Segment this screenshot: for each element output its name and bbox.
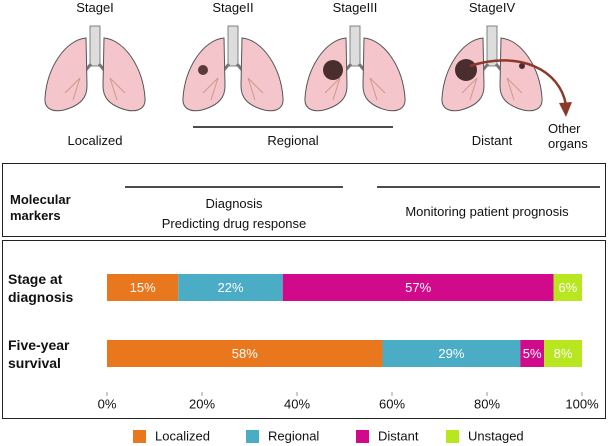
stage-label: Regional <box>267 133 319 148</box>
markers-box <box>2 163 606 237</box>
bar-segment <box>107 274 179 301</box>
x-tick-label: 40% <box>284 396 310 411</box>
x-tick-label: 80% <box>474 396 500 411</box>
value-label: 22% <box>217 280 243 295</box>
y-tick-label: Five-year survival <box>8 337 70 371</box>
legend-swatch <box>246 430 259 443</box>
bar-segment <box>107 340 383 367</box>
value-label: 6% <box>558 280 577 295</box>
legend-label: Distant <box>378 428 419 443</box>
tumor <box>198 65 208 75</box>
stage-name: StageII <box>212 0 254 15</box>
lung-illustration <box>303 24 407 113</box>
lung-illustration <box>43 24 147 113</box>
stage-name: StageIII <box>332 0 378 15</box>
x-tick-label: 100% <box>565 396 599 411</box>
tumor <box>455 59 477 81</box>
x-tick-label: 0% <box>98 396 117 411</box>
legend-label: Regional <box>268 428 319 443</box>
value-label: 5% <box>523 346 542 361</box>
bar-segment <box>382 340 521 367</box>
tumor <box>323 60 343 80</box>
metastasis-label: Other organs <box>548 121 588 151</box>
stage-name: StageI <box>76 0 114 15</box>
bar-segment <box>178 274 283 301</box>
value-label: 29% <box>438 346 464 361</box>
value-label: 58% <box>232 346 258 361</box>
markers-late: Monitoring patient prognosis <box>405 204 569 219</box>
metastasis-arrow <box>469 59 568 106</box>
x-tick-label: 60% <box>379 396 405 411</box>
chart-box <box>2 240 606 419</box>
legend-swatch <box>133 430 146 443</box>
bar-segment <box>520 340 544 367</box>
markers-title: Molecular markers <box>10 192 71 223</box>
bar-segment <box>282 274 554 301</box>
legend-swatch <box>446 430 459 443</box>
markers-early: Diagnosis Predicting drug response <box>161 196 307 231</box>
lung-illustration <box>181 24 285 113</box>
legend-label: Unstaged <box>468 428 524 443</box>
arrow-head <box>559 102 572 117</box>
legend-label: Localized <box>155 428 210 443</box>
bar-segment <box>544 340 582 367</box>
stage-label: Distant <box>471 133 513 148</box>
value-label: 15% <box>130 280 156 295</box>
value-label: 57% <box>405 280 431 295</box>
stage-label: Localized <box>67 133 123 148</box>
x-tick-label: 20% <box>189 396 215 411</box>
tumor <box>519 63 525 69</box>
value-label: 8% <box>554 346 573 361</box>
legend-swatch <box>356 430 369 443</box>
y-tick-label: Stage at diagnosis <box>8 271 74 305</box>
bar-segment <box>553 274 582 301</box>
stage-name: StageIV <box>468 0 516 15</box>
